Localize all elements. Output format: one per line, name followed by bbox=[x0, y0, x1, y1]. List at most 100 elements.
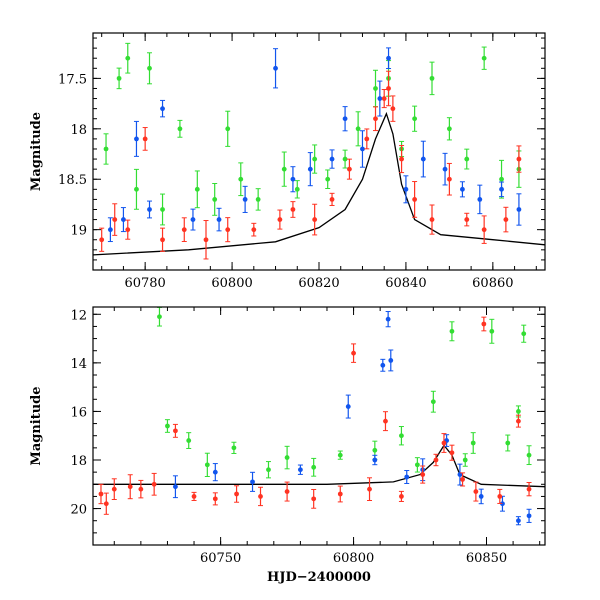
data-point bbox=[345, 394, 351, 419]
data-point bbox=[147, 52, 152, 85]
data-point bbox=[342, 106, 348, 132]
data-point bbox=[515, 516, 521, 526]
x-tick-label: 60780 bbox=[124, 276, 165, 291]
x-axis-label: HJD−2400000 bbox=[267, 570, 371, 585]
data-point bbox=[312, 144, 318, 174]
data-point bbox=[103, 133, 109, 165]
data-point bbox=[329, 192, 335, 206]
data-point bbox=[526, 508, 532, 523]
data-point bbox=[449, 321, 455, 342]
data-point bbox=[255, 188, 261, 211]
data-point bbox=[120, 207, 126, 233]
data-point bbox=[172, 423, 178, 438]
data-point bbox=[359, 130, 365, 168]
data-point bbox=[429, 204, 435, 235]
data-point bbox=[526, 445, 532, 466]
data-point bbox=[325, 169, 331, 190]
x-tick-label: 60860 bbox=[472, 276, 513, 291]
data-point bbox=[216, 207, 222, 232]
data-point bbox=[526, 481, 532, 497]
data-point bbox=[281, 151, 287, 187]
data-point bbox=[364, 128, 370, 150]
data-point bbox=[441, 433, 447, 453]
data-point bbox=[355, 111, 361, 147]
data-point bbox=[212, 492, 218, 506]
y-tick-label: 16 bbox=[70, 405, 87, 420]
data-point bbox=[464, 148, 470, 170]
x-tick-label: 60840 bbox=[385, 276, 426, 291]
data-point bbox=[516, 145, 522, 173]
data-point bbox=[265, 461, 271, 479]
data-point bbox=[242, 185, 248, 213]
data-point bbox=[386, 47, 392, 70]
data-point bbox=[273, 48, 279, 89]
data-point bbox=[404, 470, 410, 484]
data-point bbox=[160, 193, 166, 226]
data-point bbox=[190, 208, 196, 231]
data-point bbox=[212, 183, 218, 216]
data-point bbox=[290, 201, 296, 218]
x-tick-label: 60800 bbox=[333, 551, 374, 566]
data-point bbox=[390, 95, 396, 122]
data-point bbox=[138, 479, 144, 499]
data-point bbox=[258, 486, 264, 507]
data-point bbox=[521, 324, 527, 343]
axes-frame bbox=[92, 306, 546, 546]
data-point bbox=[373, 106, 378, 132]
data-point bbox=[337, 485, 343, 503]
plot-area bbox=[93, 42, 545, 260]
data-point bbox=[133, 120, 139, 157]
y-axis-label: Magnitude bbox=[29, 386, 44, 465]
data-point bbox=[381, 89, 387, 109]
data-point bbox=[234, 485, 240, 503]
data-point bbox=[380, 358, 386, 372]
data-point bbox=[385, 311, 391, 328]
data-point bbox=[464, 212, 470, 227]
data-point bbox=[164, 419, 170, 433]
data-point bbox=[191, 491, 197, 501]
data-point bbox=[342, 149, 348, 169]
data-point bbox=[337, 450, 343, 460]
data-point bbox=[329, 149, 335, 169]
data-point bbox=[388, 349, 394, 372]
y-tick-label: 14 bbox=[70, 357, 87, 372]
data-point bbox=[311, 488, 317, 509]
y-tick-label: 12 bbox=[70, 308, 87, 323]
data-point bbox=[459, 181, 465, 198]
data-point bbox=[449, 444, 455, 461]
model-curve bbox=[93, 111, 545, 256]
data-point bbox=[516, 193, 522, 226]
data-point bbox=[277, 209, 283, 230]
data-point bbox=[429, 61, 435, 96]
data-point bbox=[225, 217, 231, 243]
data-point bbox=[481, 215, 487, 244]
data-point bbox=[238, 162, 244, 197]
data-point bbox=[433, 453, 439, 467]
data-point bbox=[430, 390, 436, 413]
data-point bbox=[446, 117, 452, 141]
y-tick-label: 18.5 bbox=[58, 173, 87, 188]
data-point bbox=[127, 474, 133, 500]
y-tick-label: 19 bbox=[70, 224, 87, 239]
series-1 bbox=[172, 311, 532, 526]
model-curve bbox=[93, 444, 545, 488]
data-point bbox=[473, 481, 479, 502]
data-point bbox=[125, 42, 131, 74]
data-point bbox=[160, 227, 166, 252]
data-point bbox=[177, 119, 183, 138]
data-point bbox=[312, 203, 318, 236]
data-point bbox=[460, 472, 466, 487]
data-point bbox=[251, 222, 257, 237]
data-point bbox=[403, 175, 409, 204]
data-point bbox=[112, 203, 118, 236]
y-axis-label: Magnitude bbox=[29, 112, 44, 191]
x-tick-label: 60800 bbox=[211, 276, 252, 291]
data-point bbox=[294, 180, 300, 199]
data-point bbox=[151, 472, 157, 496]
data-point bbox=[414, 457, 420, 473]
data-point bbox=[478, 488, 484, 505]
data-point bbox=[307, 152, 313, 187]
data-point bbox=[386, 70, 392, 107]
data-point bbox=[398, 490, 404, 502]
